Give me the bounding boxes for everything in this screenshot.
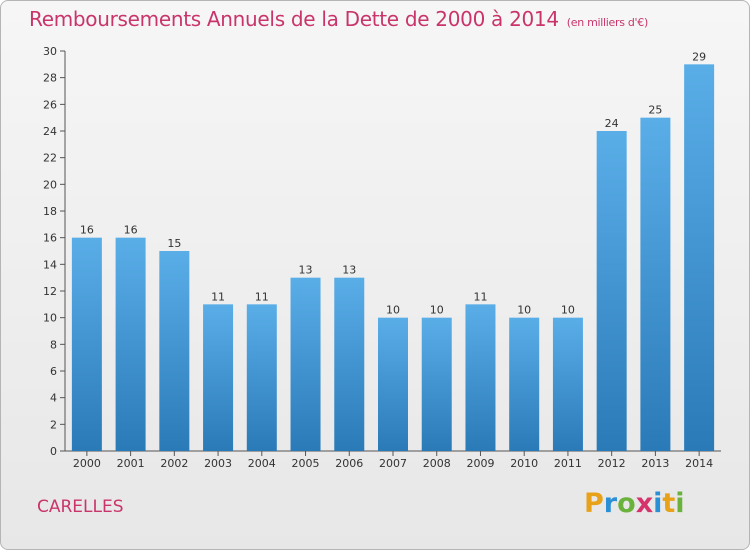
x-tick-label-2008: 2008: [423, 457, 451, 470]
data-label-2004: 11: [255, 290, 269, 303]
data-label-2011: 10: [561, 304, 575, 317]
logo-letter: i: [653, 488, 663, 519]
x-tick-label-2003: 2003: [204, 457, 232, 470]
data-label-2002: 15: [167, 237, 181, 250]
x-tick-label-2014: 2014: [685, 457, 713, 470]
y-tick-label: 0: [50, 445, 57, 458]
bar-2006: [334, 277, 365, 451]
x-tick-label-2010: 2010: [510, 457, 538, 470]
data-label-2005: 13: [299, 264, 313, 277]
data-label-2009: 11: [473, 290, 487, 303]
data-labels: 16 16 15 11 11 13 13 10 10 11 10 10 24 25 29: [80, 50, 706, 316]
y-tick-label: 4: [50, 392, 57, 405]
y-tick-label: 26: [43, 98, 57, 111]
y-tick-label: 6: [50, 365, 57, 378]
data-label-2013: 25: [648, 104, 662, 117]
logo-letter: x: [635, 488, 654, 519]
title-unit: (en milliers d'€): [566, 16, 648, 29]
data-label-2006: 13: [342, 264, 356, 277]
data-label-2014: 29: [692, 50, 706, 63]
y-tick-label: 24: [43, 125, 57, 138]
y-tick-label: 14: [43, 258, 57, 271]
bar-2013: [640, 117, 671, 452]
y-tick-label: 2: [50, 418, 57, 431]
y-tick-label: 20: [43, 178, 57, 191]
chart-title: Remboursements Annuels de la Dette de 20…: [29, 7, 648, 31]
bar-2003: [203, 304, 234, 451]
data-label-2001: 16: [124, 224, 138, 237]
data-label-2010: 10: [517, 304, 531, 317]
data-label-2008: 10: [430, 304, 444, 317]
bar-2002: [159, 251, 190, 451]
bar-2014: [684, 64, 715, 452]
y-tick-label: 22: [43, 152, 57, 165]
x-tick-label-2006: 2006: [335, 457, 363, 470]
bar-2005: [290, 277, 321, 451]
y-tick-label: 8: [50, 338, 57, 351]
bar-2008: [421, 317, 452, 451]
x-tick-label-2012: 2012: [598, 457, 626, 470]
x-tick-label-2002: 2002: [160, 457, 188, 470]
x-tick-label-2005: 2005: [292, 457, 320, 470]
commune-name: CARELLES: [37, 497, 124, 517]
bar-2007: [378, 317, 408, 451]
x-tick-label-2004: 2004: [248, 457, 276, 470]
data-label-2012: 24: [605, 117, 619, 130]
logo-letter: P: [584, 488, 604, 519]
bars: [71, 64, 715, 452]
x-tick-label-2001: 2001: [117, 457, 145, 470]
bar-2011: [552, 317, 583, 451]
logo-letter: r: [603, 488, 618, 519]
logo-letter: t: [662, 488, 676, 519]
x-tick-label-2013: 2013: [641, 457, 669, 470]
x-tick-label-2007: 2007: [379, 457, 407, 470]
bar-2000: [71, 237, 102, 451]
title-text: Remboursements Annuels de la Dette de 20…: [29, 7, 559, 31]
y-tick-label: 12: [43, 285, 57, 298]
data-label-2003: 11: [211, 290, 225, 303]
y-tick-label: 10: [43, 312, 57, 325]
logo-letter: i: [675, 488, 685, 519]
data-label-2007: 10: [386, 304, 400, 317]
y-tick-label: 30: [43, 45, 57, 58]
y-tick-label: 18: [43, 205, 57, 218]
x-tick-label-2011: 2011: [554, 457, 582, 470]
bar-2001: [115, 237, 146, 451]
x-tick-label-2000: 2000: [73, 457, 101, 470]
proxiti-logo: Proxiti: [584, 488, 685, 519]
bar-2012: [596, 131, 627, 451]
logo-letter: o: [617, 488, 636, 519]
x-tick-label-2009: 2009: [466, 457, 494, 470]
data-label-2000: 16: [80, 224, 94, 237]
y-tick-label: 28: [43, 72, 57, 85]
bar-2004: [246, 304, 277, 451]
bar-2009: [465, 304, 496, 451]
y-tick-label: 16: [43, 232, 57, 245]
bar-2010: [509, 317, 540, 451]
